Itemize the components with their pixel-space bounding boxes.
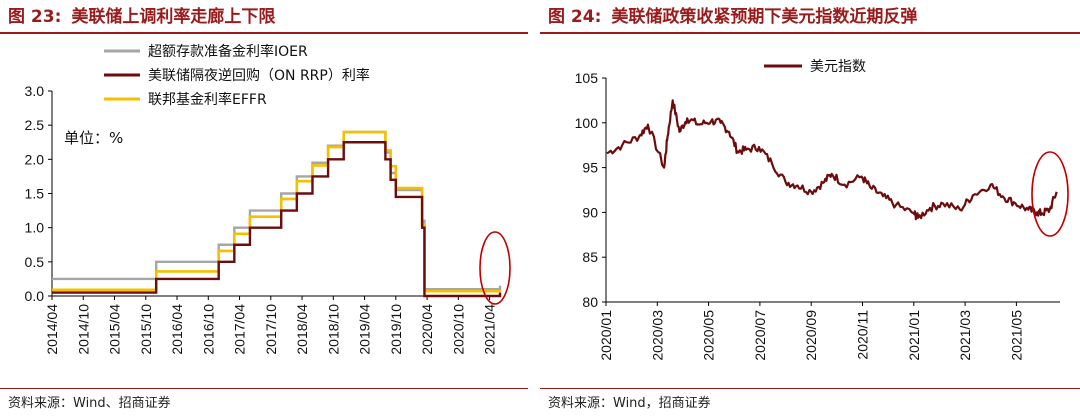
y-tick-label: 2.0	[25, 151, 45, 167]
axes: 80 85 90 95 100 105 2020/01 2020/03 2020/05 2020/…	[575, 70, 1060, 361]
legend-label: 超额存款准备金利率IOER	[148, 43, 308, 60]
x-tick-label: 2020/11	[854, 310, 870, 360]
y-tick-label: 80	[582, 294, 598, 310]
legend-label: 联邦基金利率EFFR	[148, 91, 267, 108]
figure-23-title: 图 23: 美联储上调利率走廊上下限	[8, 4, 275, 30]
x-tick-label: 2019/04	[357, 304, 373, 355]
x-tick-label: 2021/05	[1008, 310, 1024, 361]
title-rule	[0, 32, 528, 34]
title-rule	[540, 32, 1080, 34]
x-tick-label: 2014/04	[44, 304, 60, 355]
x-tick-label: 2020/09	[803, 310, 819, 361]
source-rule	[0, 388, 528, 389]
x-tick-label: 2021/01	[906, 310, 922, 361]
x-tick-label: 2016/04	[169, 304, 185, 355]
highlight-ellipse	[1031, 151, 1069, 237]
x-tick-label: 2020/04	[419, 304, 435, 355]
x-tick-label: 2020/05	[701, 310, 717, 361]
x-tick-label: 2020/07	[752, 310, 768, 361]
x-tick-label: 2014/10	[75, 304, 91, 355]
figure-24-title: 图 24: 美联储政策收紧预期下美元指数近期反弹	[548, 4, 917, 30]
x-tick-label: 2015/10	[138, 304, 154, 355]
x-tick-label: 2019/10	[388, 304, 404, 355]
rate-corridor-chart: 0.0 0.5 1.0 1.5 2.0 2.5 3.0 2014/04 2014/10 2015/…	[25, 43, 511, 355]
x-tick-label: 2018/04	[294, 304, 310, 355]
y-tick-label: 1.0	[25, 220, 45, 236]
y-tick-label: 1.5	[25, 186, 45, 202]
highlight-ellipse	[479, 231, 511, 305]
x-tick-label: 2017/10	[263, 304, 279, 355]
y-tick-label: 85	[582, 249, 598, 265]
source-rule	[540, 388, 1080, 389]
x-tick-label: 2018/10	[325, 304, 341, 355]
x-tick-label: 2020/10	[450, 304, 466, 355]
x-tick-label: 2021/04	[482, 304, 498, 355]
legend: 美元指数	[764, 59, 866, 75]
y-tick-label: 100	[575, 115, 599, 131]
y-tick-label: 2.5	[25, 117, 45, 133]
legend-label: 美联储隔夜逆回购（ON RRP）利率	[148, 67, 370, 84]
dollar-index-chart: 80 85 90 95 100 105 2020/01 2020/03 2020/05 2020/…	[575, 59, 1069, 361]
unit-label: 单位：%	[64, 129, 123, 147]
x-tick-label: 2020/03	[649, 310, 665, 361]
figure-24-number: 图 24:	[548, 7, 602, 27]
series-layer	[606, 99, 1058, 221]
x-tick-label: 2017/04	[232, 304, 248, 355]
figure-24-title-text: 美联储政策收紧预期下美元指数近期反弹	[611, 7, 918, 27]
x-tick-label: 2015/04	[107, 304, 123, 355]
series-layer	[52, 130, 502, 298]
series-line-ioer	[52, 130, 502, 291]
x-tick-label: 2020/01	[598, 310, 614, 361]
figure-24-panel: 图 24: 美联储政策收紧预期下美元指数近期反弹 80 85 90 95 100 105 20…	[540, 0, 1080, 416]
axes: 0.0 0.5 1.0 1.5 2.0 2.5 3.0 2014/04 2014/10 2015/…	[25, 83, 500, 355]
y-tick-label: 0.0	[25, 288, 45, 304]
y-tick-label: 0.5	[25, 254, 45, 270]
figure-23-title-text: 美联储上调利率走廊上下限	[71, 7, 276, 27]
legend: 超额存款准备金利率IOER 美联储隔夜逆回购（ON RRP）利率联邦基金利率EFF…	[104, 43, 370, 108]
y-tick-label: 3.0	[25, 83, 45, 99]
y-tick-label: 90	[582, 204, 598, 220]
y-tick-label: 95	[582, 160, 598, 176]
x-tick-label: 2021/03	[957, 310, 973, 361]
legend-label: 美元指数	[810, 59, 866, 75]
figure-23-panel: 图 23: 美联储上调利率走廊上下限 0.0 0.5 1.0 1.5 2.0 2.5 3.0 2…	[0, 0, 528, 416]
y-tick-label: 105	[575, 70, 599, 86]
source-note: 资料来源：Wind、招商证券	[8, 396, 171, 411]
series-line-on-rrp	[52, 141, 502, 298]
x-tick-label: 2016/10	[200, 304, 216, 355]
series-line-dollar-index	[606, 99, 1058, 221]
source-note: 资料来源：Wind，招商证券	[548, 396, 711, 411]
figure-23-number: 图 23:	[8, 7, 62, 27]
